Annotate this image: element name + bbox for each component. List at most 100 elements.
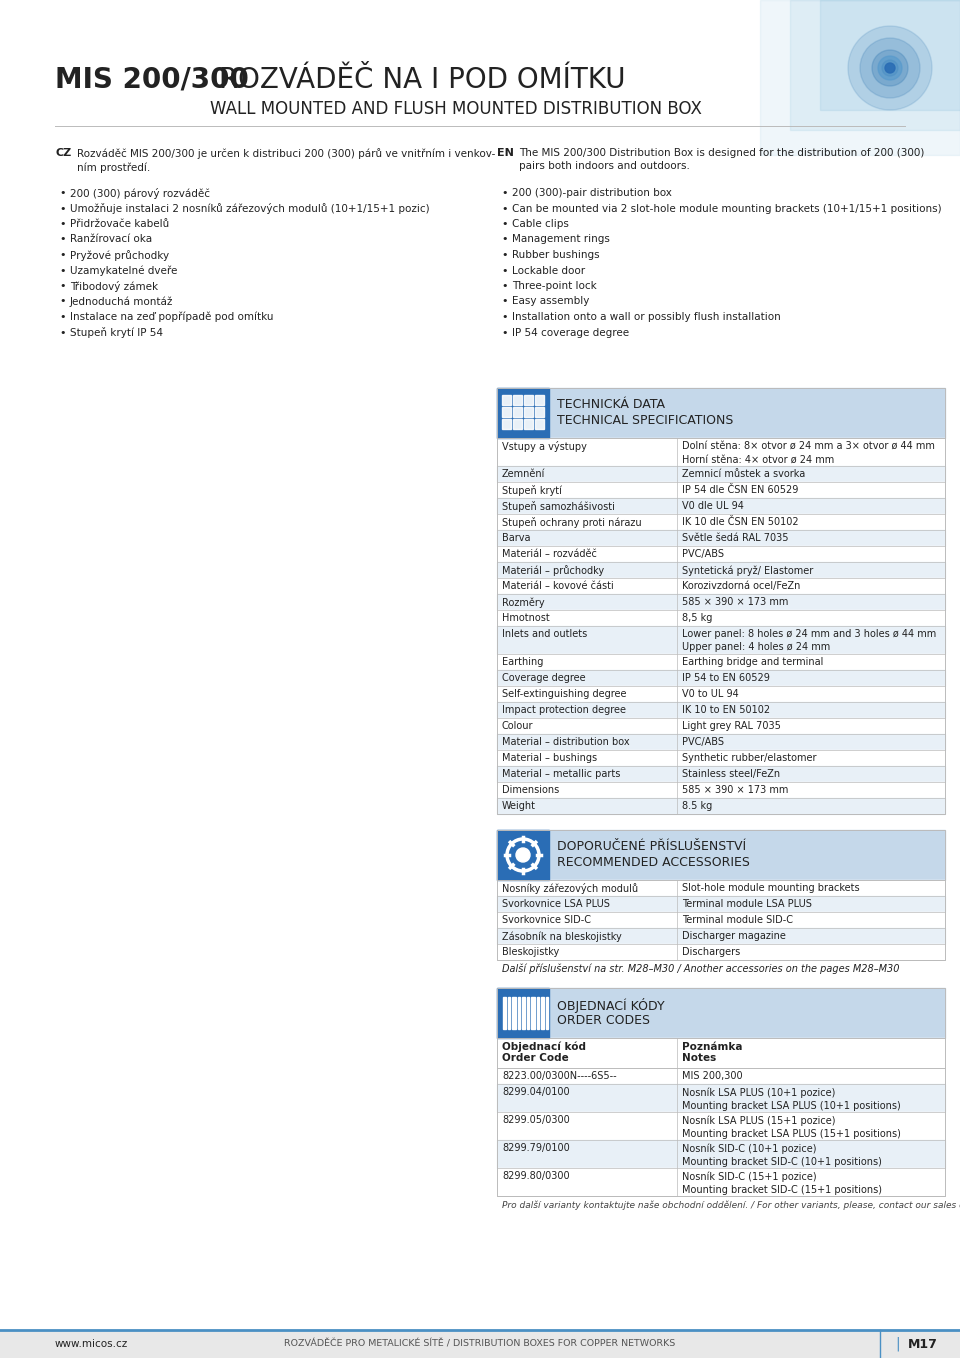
Text: Management rings: Management rings (512, 235, 610, 244)
Circle shape (882, 60, 898, 76)
Bar (497, 944, 945, 960)
Bar (497, 1168, 945, 1196)
Text: Cable clips: Cable clips (512, 219, 569, 230)
Text: Material – metallic parts: Material – metallic parts (502, 769, 620, 779)
Text: •: • (501, 281, 508, 291)
Text: •: • (501, 296, 508, 307)
Text: Umožňuje instalaci 2 nosníků zářezových modulů (10+1/15+1 pozic): Umožňuje instalaci 2 nosníků zářezových … (70, 204, 430, 215)
Text: Hmotnost: Hmotnost (502, 612, 550, 623)
Bar (503, 997, 506, 1029)
Text: Order Code: Order Code (502, 1052, 568, 1063)
Text: Uzamykatelné dveře: Uzamykatelné dveře (70, 266, 178, 276)
Bar (522, 997, 525, 1029)
Text: Syntetická pryž/ Elastomer: Syntetická pryž/ Elastomer (682, 565, 813, 576)
Text: •: • (59, 187, 65, 198)
Text: Jednoduchá montáž: Jednoduchá montáž (70, 296, 174, 307)
Text: Dimensions: Dimensions (502, 785, 560, 794)
Text: RECOMMENDED ACCESSORIES: RECOMMENDED ACCESSORIES (557, 856, 750, 869)
Text: •: • (59, 204, 65, 213)
Text: IP 54 dle ČSN EN 60529: IP 54 dle ČSN EN 60529 (682, 485, 799, 496)
Bar (513, 395, 522, 405)
Bar (497, 655, 945, 669)
Text: DOPORUČENÉ PŘÍSLUŠENSTVÍ: DOPORUČENÉ PŘÍSLUŠENSTVÍ (557, 841, 746, 853)
Bar (497, 1038, 945, 1067)
Text: Dischargers: Dischargers (682, 947, 740, 957)
Bar (497, 562, 945, 579)
Text: TECHNICAL SPECIFICATIONS: TECHNICAL SPECIFICATIONS (557, 414, 733, 426)
Text: •: • (59, 266, 65, 276)
Bar (497, 498, 945, 513)
Text: Installation onto a wall or possibly flush installation: Installation onto a wall or possibly flu… (512, 312, 780, 322)
Text: •: • (501, 250, 508, 259)
Text: Materiál – průchodky: Materiál – průchodky (502, 565, 604, 576)
Bar (497, 880, 945, 896)
Bar (513, 407, 522, 417)
Text: Light grey RAL 7035: Light grey RAL 7035 (682, 721, 780, 731)
Text: Material – bushings: Material – bushings (502, 752, 597, 763)
Text: 8.5 kg: 8.5 kg (682, 801, 712, 811)
Bar (497, 896, 945, 913)
Text: •: • (59, 235, 65, 244)
Bar (497, 989, 549, 1038)
Text: •: • (59, 312, 65, 322)
Text: 200 (300)-pair distribution box: 200 (300)-pair distribution box (512, 187, 672, 198)
Text: Terminal module SID-C: Terminal module SID-C (682, 915, 793, 925)
Bar (524, 407, 533, 417)
Text: Rozměry: Rozměry (502, 598, 544, 607)
Text: Impact protection degree: Impact protection degree (502, 705, 626, 716)
Text: •: • (501, 266, 508, 276)
Bar (497, 750, 945, 766)
Bar (497, 830, 945, 960)
Bar (508, 997, 510, 1029)
Text: 8,5 kg: 8,5 kg (682, 612, 712, 623)
Bar (502, 407, 511, 417)
Circle shape (516, 847, 530, 862)
Bar (497, 388, 945, 439)
Text: Earthing: Earthing (502, 657, 543, 667)
Text: Materiál – rozváděč: Materiál – rozváděč (502, 549, 597, 559)
Text: IP 54 to EN 60529: IP 54 to EN 60529 (682, 674, 770, 683)
Text: V0 to UL 94: V0 to UL 94 (682, 689, 739, 699)
Bar (497, 579, 945, 593)
Text: Synthetic rubber/elastomer: Synthetic rubber/elastomer (682, 752, 817, 763)
Text: IK 10 to EN 50102: IK 10 to EN 50102 (682, 705, 770, 716)
Bar (497, 989, 945, 1196)
Text: Stupeň krytí: Stupeň krytí (502, 485, 562, 496)
Bar (497, 928, 945, 944)
Text: 8299.04/0100: 8299.04/0100 (502, 1086, 569, 1097)
Text: Poznámka: Poznámka (682, 1042, 742, 1052)
Bar (497, 799, 945, 813)
Bar (546, 997, 548, 1029)
Text: Stupeň krytí IP 54: Stupeň krytí IP 54 (70, 327, 163, 338)
Bar (497, 610, 945, 626)
Text: Rubber bushings: Rubber bushings (512, 250, 600, 259)
Text: Coverage degree: Coverage degree (502, 674, 586, 683)
Text: www.micos.cz: www.micos.cz (55, 1339, 129, 1348)
Text: Vstupy a výstupy: Vstupy a výstupy (502, 441, 587, 452)
Text: M17: M17 (908, 1338, 938, 1350)
Circle shape (885, 62, 895, 73)
Bar (497, 593, 945, 610)
Bar (497, 1112, 945, 1139)
Bar (497, 989, 945, 1038)
Bar (497, 735, 945, 750)
Bar (497, 388, 549, 439)
Text: OBJEDNACÍ KÓDY: OBJEDNACÍ KÓDY (557, 998, 664, 1013)
Text: V0 dle UL 94: V0 dle UL 94 (682, 501, 744, 511)
Text: Instalace na zeď popřípadě pod omítku: Instalace na zeď popřípadě pod omítku (70, 312, 274, 322)
Bar (497, 1084, 945, 1112)
Bar (502, 395, 511, 405)
Bar (524, 420, 533, 429)
Bar (535, 395, 544, 405)
Circle shape (860, 38, 920, 98)
Bar (497, 830, 945, 880)
Bar (524, 395, 533, 405)
Text: Stupeň samozhášivosti: Stupeň samozhášivosti (502, 501, 614, 512)
Text: 8223.00/0300N----6S5--: 8223.00/0300N----6S5-- (502, 1071, 616, 1081)
Bar (513, 420, 522, 429)
Text: Zemnicí můstek a svorka: Zemnicí můstek a svorka (682, 469, 805, 479)
Bar (531, 997, 535, 1029)
Text: Bleskojistky: Bleskojistky (502, 947, 560, 957)
Text: Earthing bridge and terminal: Earthing bridge and terminal (682, 657, 824, 667)
Text: Nosník SID-C (15+1 pozice)
Mounting bracket SID-C (15+1 positions): Nosník SID-C (15+1 pozice) Mounting brac… (682, 1171, 882, 1195)
